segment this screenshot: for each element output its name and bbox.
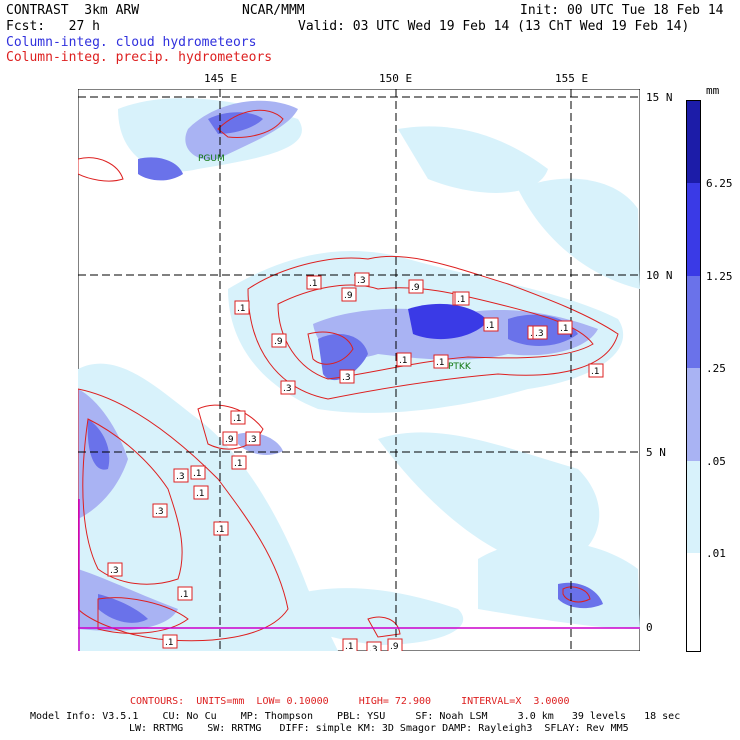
forecast-hour: Fcst: 27 h — [6, 19, 100, 34]
svg-text:.1: .1 — [436, 358, 445, 368]
colorbar-seg-3 — [687, 276, 700, 368]
svg-text:.1: .1 — [237, 304, 246, 314]
svg-text:.3: .3 — [369, 645, 378, 651]
title-left: CONTRAST 3km ARW — [6, 3, 140, 18]
colorbar-label-1-25: 1.25 — [706, 270, 733, 283]
contour-label: .3 — [339, 369, 355, 384]
contour-label: .9 — [408, 279, 424, 294]
contour-label: .1 — [588, 363, 604, 378]
contour-label: .9 — [387, 638, 403, 651]
colorbar-label-0-05: .05 — [706, 455, 726, 468]
station-ptkk: PTKK — [448, 362, 472, 372]
lat-label-5n: 5 N — [646, 446, 666, 459]
contour-label: .3 — [354, 272, 370, 287]
colorbar — [686, 100, 701, 652]
svg-text:.1: .1 — [180, 590, 189, 600]
contour-label-layer: .1 .3 .9 .9 .1 .1 .9 .3 .3 .1 .1 .1 .3 .1 .1 .1 .1 .1 .1 .9… — [107, 272, 604, 651]
model-info-line-2: LW: RRTMG SW: RRTMG DIFF: simple KM: 3D … — [129, 723, 629, 734]
svg-text:.1: .1 — [486, 321, 495, 331]
lat-label-10n: 10 N — [646, 269, 673, 282]
svg-text:.9: .9 — [411, 283, 420, 293]
colorbar-seg-5 — [687, 461, 700, 553]
svg-text:.1: .1 — [216, 525, 225, 535]
contour-label: .1 — [396, 352, 412, 367]
legend-precip: Column-integ. precip. hydrometeors — [6, 50, 273, 65]
contour-label: .3 — [532, 325, 548, 340]
contour-label: .1 — [234, 300, 250, 315]
svg-text:.1: .1 — [196, 489, 205, 499]
contour-label: .1 — [231, 455, 247, 470]
contour-label: .1 — [177, 586, 193, 601]
contour-label: .1 — [230, 410, 246, 425]
svg-text:.1: .1 — [309, 279, 318, 289]
contour-label: .3 — [280, 380, 296, 395]
svg-text:.3: .3 — [176, 472, 185, 482]
contour-label: .1 — [342, 638, 358, 651]
lon-label-150: 150 E — [379, 72, 413, 85]
svg-text:.3: .3 — [110, 566, 119, 576]
contour-label: .1 — [483, 317, 499, 332]
svg-text:.1: .1 — [233, 414, 242, 424]
contour-info: CONTOURS: UNITS=mm LOW= 0.10000 HIGH= 72… — [130, 696, 570, 707]
hydrometeor-map: PGUM PTKK .1.3.9.9.1.1.9.3.3.1.1.1.3.1.1… — [78, 89, 640, 651]
colorbar-label-0-01: .01 — [706, 547, 726, 560]
contour-label: .3 — [173, 468, 189, 483]
svg-text:.3: .3 — [283, 384, 292, 394]
precip-contours — [78, 109, 619, 642]
svg-text:.1: .1 — [165, 638, 174, 648]
init-time: Init: 00 UTC Tue 18 Feb 14 — [520, 3, 724, 18]
colorbar-seg-4 — [687, 368, 700, 461]
colorbar-seg-6 — [687, 553, 700, 651]
contour-label: .3 — [245, 431, 261, 446]
lat-label-15n: 15 N — [646, 91, 673, 104]
legend-cloud: Column-integ. cloud hydrometeors — [6, 35, 257, 50]
contour-label: .1 — [433, 354, 449, 369]
contour-label: .9 — [271, 333, 287, 348]
contour-label: .1 — [557, 320, 573, 335]
svg-text:.3: .3 — [342, 373, 351, 383]
svg-text:.1: .1 — [345, 642, 354, 651]
colorbar-label-0-25: .25 — [706, 362, 726, 375]
svg-text:.3: .3 — [155, 507, 164, 517]
lon-label-145: 145 E — [204, 72, 238, 85]
contour-label: .1 — [213, 521, 229, 536]
colorbar-unit: mm — [706, 84, 720, 97]
colorbar-seg-2 — [687, 183, 700, 276]
contour-label: .1 — [162, 634, 178, 649]
svg-text:.9: .9 — [344, 291, 353, 301]
svg-text:.3: .3 — [248, 435, 257, 445]
contour-label: .1 — [454, 291, 470, 306]
svg-text:.9: .9 — [274, 337, 283, 347]
station-pgum: PGUM — [198, 154, 225, 164]
svg-text:.1: .1 — [457, 295, 466, 305]
lon-label-155: 155 E — [555, 72, 589, 85]
colorbar-seg-1 — [687, 101, 700, 183]
svg-text:.9: .9 — [225, 435, 234, 445]
contour-label: .1 — [306, 275, 322, 290]
colorbar-label-6-25: 6.25 — [706, 177, 733, 190]
svg-text:.1: .1 — [399, 356, 408, 366]
svg-text:.9: .9 — [390, 642, 399, 651]
contour-label: .3 — [107, 562, 123, 577]
contour-label: .9 — [222, 431, 238, 446]
lat-label-0: 0 — [646, 621, 653, 634]
contour-label: .1 — [193, 485, 209, 500]
svg-text:.1: .1 — [591, 367, 600, 377]
svg-text:.1: .1 — [234, 459, 243, 469]
svg-text:.1: .1 — [560, 324, 569, 334]
domain-boundary — [78, 499, 640, 651]
svg-text:.1: .1 — [193, 469, 202, 479]
title-center: NCAR/MMM — [242, 3, 305, 18]
contour-label: .3 — [152, 503, 168, 518]
contour-label: .9 — [341, 287, 357, 302]
svg-text:.3: .3 — [535, 329, 544, 339]
contour-label: .3 — [366, 641, 382, 651]
contour-label: .1 — [190, 465, 206, 480]
valid-time: Valid: 03 UTC Wed 19 Feb 14 (13 ChT Wed … — [298, 19, 690, 34]
svg-text:.3: .3 — [357, 276, 366, 286]
model-info-line-1: Model Info: V3.5.1 CU: No Cu MP: Thompso… — [30, 711, 681, 722]
